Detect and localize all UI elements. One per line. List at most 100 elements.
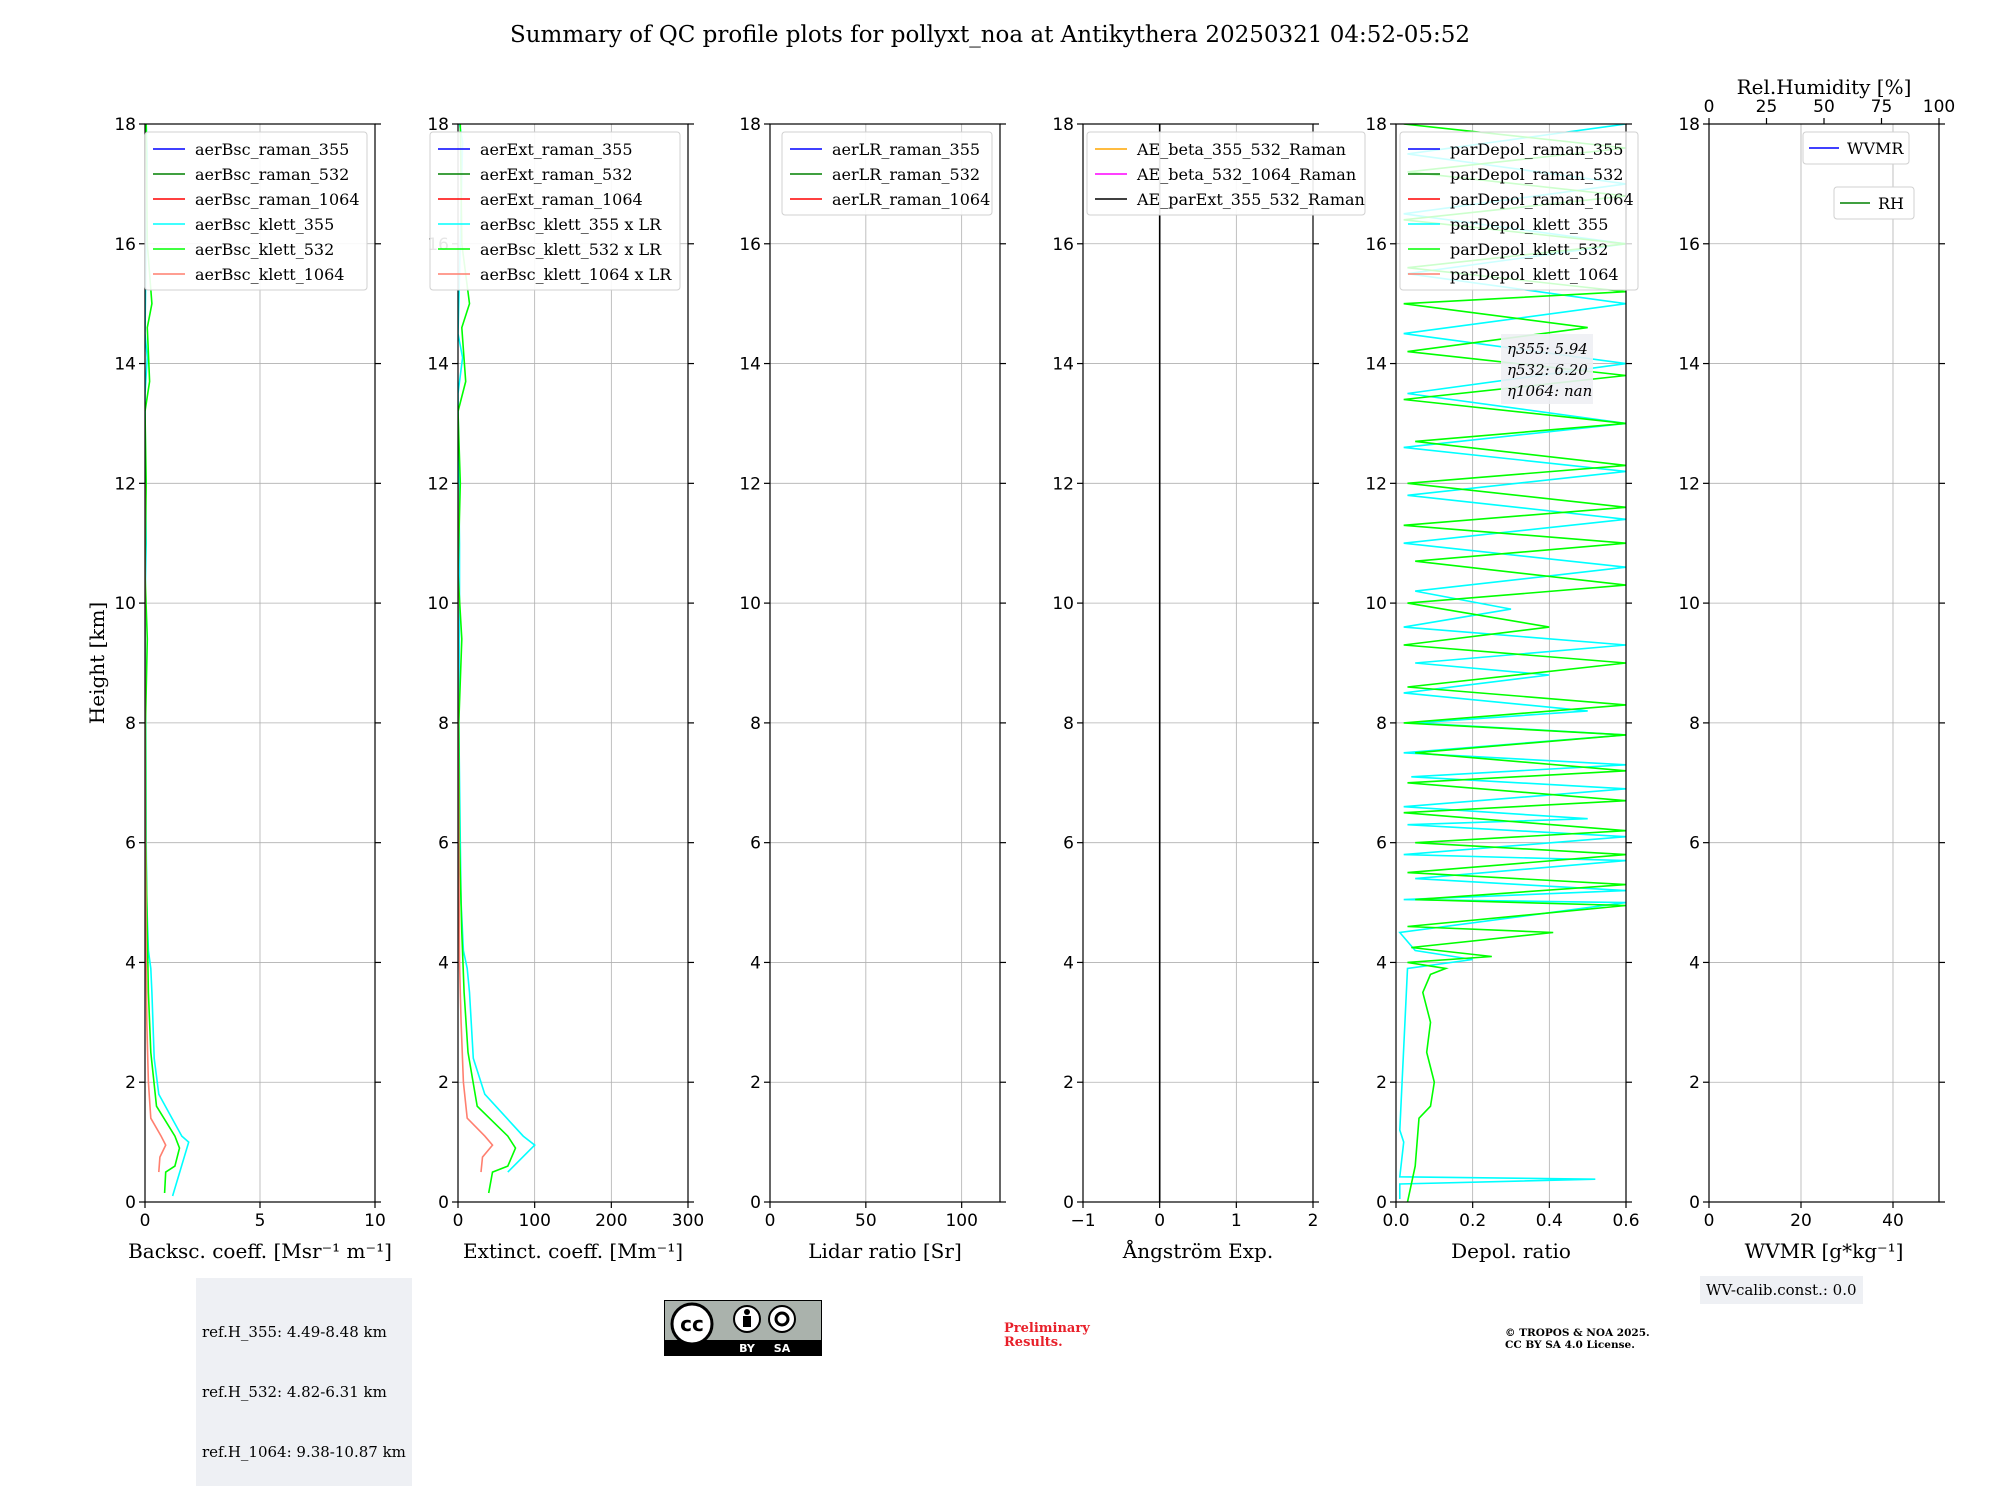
legend-box: [1833, 186, 1915, 220]
y-tick-label: 0: [125, 1193, 136, 1213]
x-tick-label: 100: [945, 1211, 977, 1231]
legend-box: [1802, 131, 1910, 165]
y-tick-label: 14: [1678, 355, 1700, 375]
legend-label: aerBsc_raman_532: [195, 165, 349, 184]
legend-label: aerBsc_klett_355: [195, 215, 334, 234]
y-tick-label: 10: [1365, 594, 1387, 614]
x-tick-label: 0: [453, 1211, 464, 1231]
y-tick-label: 4: [1689, 953, 1700, 973]
y-tick-label: 8: [438, 714, 449, 734]
y-tick-label: 0: [1376, 1193, 1387, 1213]
y-tick-label: 4: [125, 953, 136, 973]
legend-label: aerExt_raman_355: [480, 140, 633, 159]
y-tick-label: 8: [1689, 714, 1700, 734]
cc-label: cc: [680, 1312, 704, 1336]
top-x-tick-label: 50: [1813, 97, 1835, 117]
y-tick-label: 0: [438, 1193, 449, 1213]
plot-frame: [457, 123, 689, 1203]
top-x-tick-label: 75: [1871, 97, 1893, 117]
legend-label: aerBsc_raman_1064: [195, 190, 360, 209]
sa-label: SA: [774, 1342, 791, 1355]
ref-height-1064: ref.H_1064: 9.38-10.87 km: [202, 1443, 406, 1461]
y-tick-label: 6: [125, 834, 136, 854]
y-tick-label: 2: [750, 1073, 761, 1093]
legend-label: aerLR_raman_1064: [832, 190, 990, 209]
y-tick-label: 10: [114, 594, 136, 614]
x-tick-label: 10: [364, 1211, 386, 1231]
plot-frame: [1082, 123, 1314, 1203]
top-x-tick-label: 25: [1756, 97, 1778, 117]
y-tick-label: 2: [1063, 1073, 1074, 1093]
ref-height-355: ref.H_355: 4.49-8.48 km: [202, 1323, 387, 1341]
y-axis-label: Height [km]: [85, 602, 109, 724]
legend-label: AE_beta_532_1064_Raman: [1136, 165, 1356, 184]
y-tick-label: 16: [739, 235, 761, 255]
preliminary-line-1: Preliminary: [1004, 1321, 1090, 1336]
y-tick-label: 16: [1365, 235, 1387, 255]
x-tick-label: 5: [255, 1211, 266, 1231]
panel-lidar_ratio: 0 2 4 6 8 10 12 14 16 18 0 50 100 Lidar ratio [Sr] aer…: [739, 115, 1006, 1263]
legend-box: [781, 131, 993, 216]
y-tick-label: 2: [1376, 1073, 1387, 1093]
y-tick-label: 4: [438, 953, 449, 973]
wv-calibration-box: WV-calib.const.: 0.0: [1700, 1276, 1863, 1304]
cc-license-badge: cc BY SA: [663, 1299, 823, 1360]
legend-label: aerBsc_klett_355 x LR: [480, 215, 662, 234]
x-tick-label: 50: [855, 1211, 877, 1231]
legend-label: parDepol_klett_532: [1450, 240, 1608, 259]
y-tick-label: 2: [438, 1073, 449, 1093]
legend-label: aerExt_raman_532: [480, 165, 633, 184]
y-tick-label: 18: [739, 115, 761, 135]
x-tick-label: −1: [1070, 1211, 1095, 1231]
legend-label: parDepol_klett_1064: [1450, 265, 1619, 284]
x-tick-label: 2: [1308, 1211, 1319, 1231]
panel-extinction: 0246810121416180100200300Extinct. coeff.…: [427, 115, 704, 1263]
y-tick-label: 2: [125, 1073, 136, 1093]
copyright-line-1: © TROPOS & NOA 2025.: [1505, 1327, 1650, 1339]
y-tick-label: 4: [1063, 953, 1074, 973]
copyright-note: © TROPOS & NOA 2025. CC BY SA 4.0 Licens…: [1505, 1327, 1650, 1351]
legend-label: aerBsc_klett_1064: [195, 265, 344, 284]
x-tick-label: 0: [1154, 1211, 1165, 1231]
plot-frame: [769, 123, 1001, 1203]
y-tick-label: 18: [1365, 115, 1387, 135]
legend-label: aerBsc_klett_532: [195, 240, 334, 259]
x-tick-label: 0.6: [1612, 1211, 1639, 1231]
y-tick-label: 6: [1376, 834, 1387, 854]
y-tick-label: 0: [1063, 1193, 1074, 1213]
y-tick-label: 10: [739, 594, 761, 614]
series-line-aerBsc_klett_1064 x LR: [458, 483, 494, 1173]
by-label: BY: [739, 1342, 756, 1355]
reference-heights-box: ref.H_355: 4.49-8.48 km ref.H_532: 4.82-…: [196, 1278, 412, 1486]
y-tick-label: 8: [1376, 714, 1387, 734]
plot-frame: [1395, 123, 1627, 1203]
depol-annotation-box: [1501, 334, 1593, 404]
y-tick-label: 0: [1689, 1193, 1700, 1213]
legend-label: aerBsc_klett_1064 x LR: [480, 265, 672, 284]
y-tick-label: 10: [427, 594, 449, 614]
x-tick-label: 300: [672, 1211, 704, 1231]
y-tick-label: 18: [427, 115, 449, 135]
x-tick-label: 1: [1231, 1211, 1242, 1231]
legend-label: parDepol_klett_355: [1450, 215, 1608, 234]
depol-annotation-text: η1064: nan: [1507, 382, 1592, 400]
legend-box: [429, 131, 681, 291]
y-tick-label: 2: [1689, 1073, 1700, 1093]
legend-label: parDepol_raman_532: [1450, 165, 1623, 184]
depol-annotation-text: η355: 5.94: [1507, 340, 1588, 358]
x-tick-label: 40: [1882, 1211, 1904, 1231]
y-tick-label: 14: [427, 355, 449, 375]
y-tick-label: 14: [114, 355, 136, 375]
y-tick-label: 12: [114, 474, 136, 494]
x-tick-label: 0: [140, 1211, 151, 1231]
y-tick-label: 14: [1052, 355, 1074, 375]
copyright-line-2: CC BY SA 4.0 License.: [1505, 1339, 1635, 1351]
y-tick-label: 6: [750, 834, 761, 854]
chart-title: Summary of QC profile plots for pollyxt_…: [509, 22, 1471, 48]
legend-label: aerLR_raman_355: [832, 140, 980, 159]
y-tick-label: 16: [1052, 235, 1074, 255]
y-tick-label: 6: [1689, 834, 1700, 854]
y-tick-label: 14: [739, 355, 761, 375]
